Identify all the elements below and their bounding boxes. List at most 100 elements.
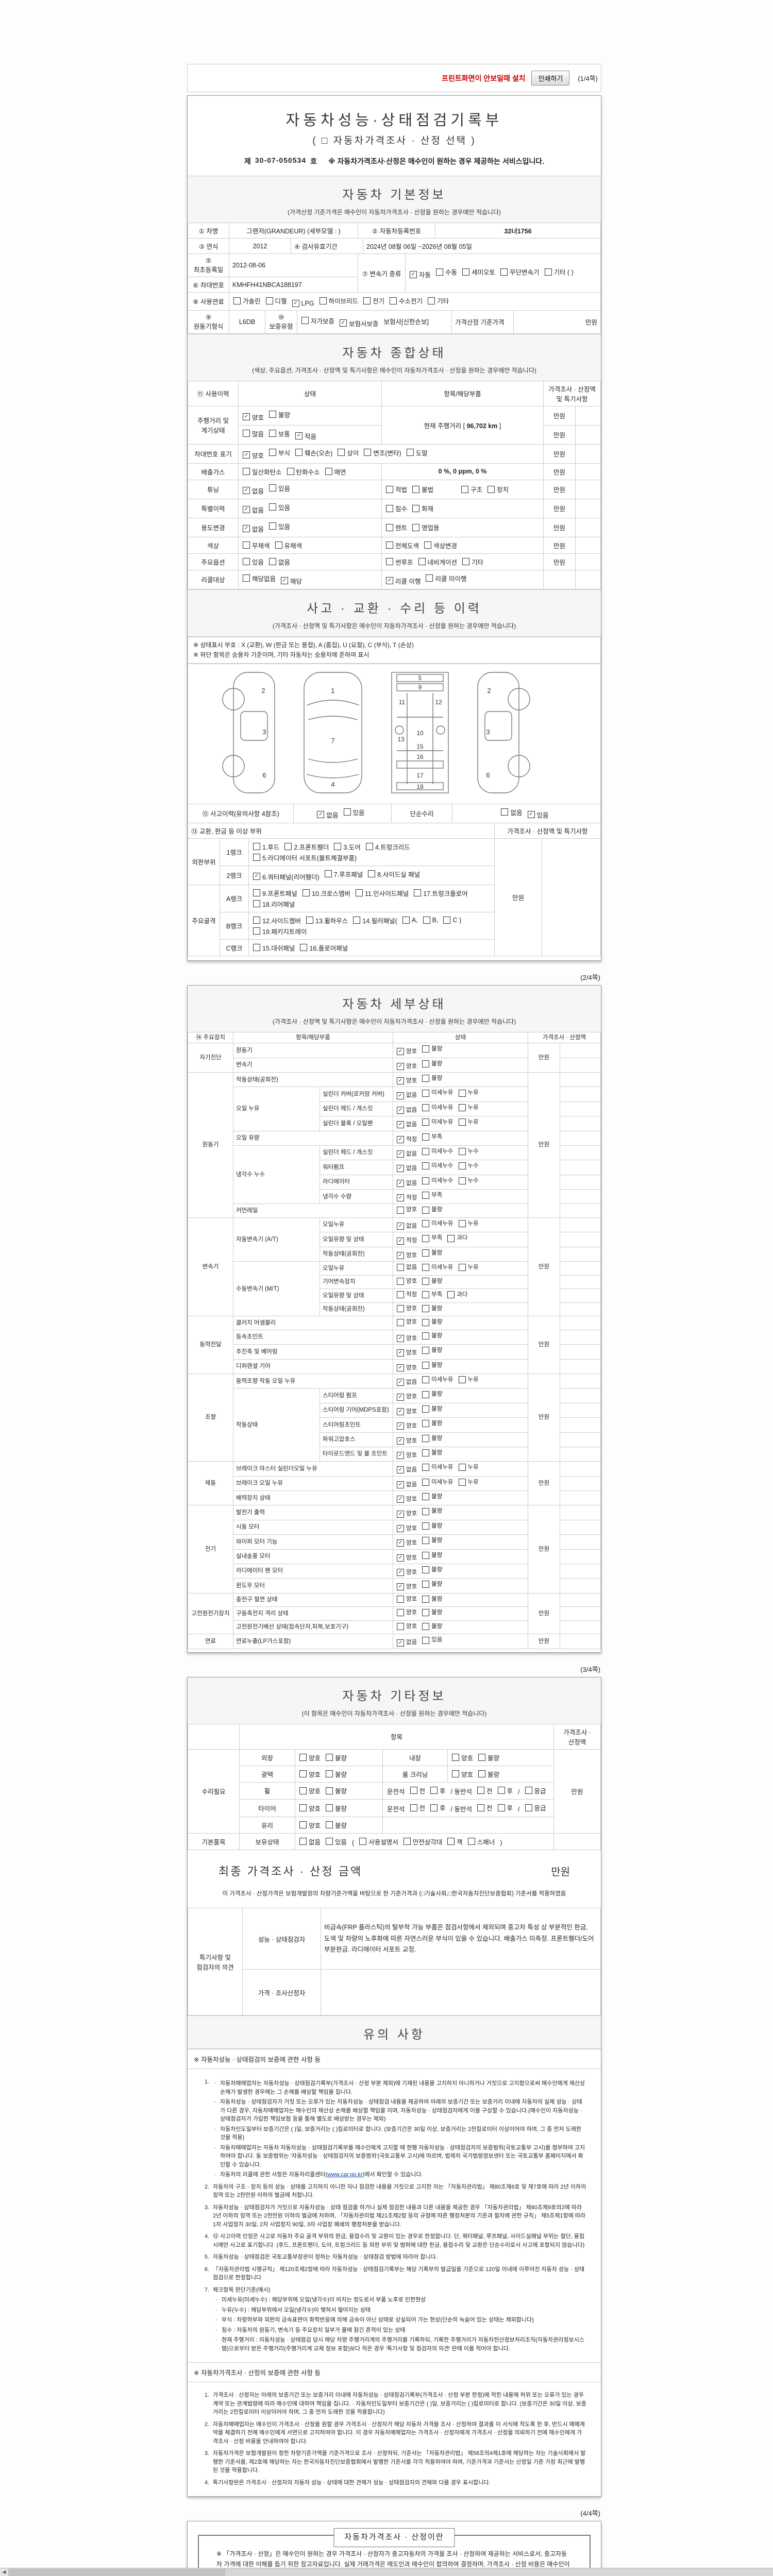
checkbox[interactable] xyxy=(386,558,393,565)
checkbox-option[interactable]: ✓ 양호 xyxy=(397,1048,417,1056)
checkbox-option[interactable]: 16.플로어패널 xyxy=(300,943,348,953)
checkbox[interactable]: ✓ xyxy=(397,1422,404,1430)
checkbox[interactable]: ✓ xyxy=(397,1106,404,1114)
checkbox[interactable] xyxy=(390,297,397,304)
checkbox[interactable]: ✓ xyxy=(397,1569,404,1577)
checkbox[interactable] xyxy=(428,297,435,304)
checkbox-option[interactable]: 3.도어 xyxy=(334,842,361,852)
checkbox[interactable] xyxy=(422,1434,430,1442)
checkbox[interactable]: ✓ xyxy=(397,1092,404,1099)
checkbox[interactable] xyxy=(412,504,420,512)
checkbox-option[interactable]: 미세누유 xyxy=(422,1089,453,1097)
checkbox-option[interactable]: ✓ 해당 xyxy=(281,576,302,586)
checkbox-option[interactable]: 불량 xyxy=(422,1507,442,1515)
checkbox-option[interactable]: 기타 xyxy=(428,296,449,306)
checkbox[interactable] xyxy=(458,1264,466,1272)
checkbox[interactable] xyxy=(422,1318,430,1326)
checkbox-option[interactable]: ✓ 없음 xyxy=(397,1379,417,1386)
checkbox-option[interactable]: 불량 xyxy=(478,1753,499,1762)
checkbox[interactable]: ✓ xyxy=(397,1335,404,1343)
checkbox[interactable] xyxy=(326,1754,333,1761)
checkbox[interactable] xyxy=(299,1754,307,1761)
checkbox[interactable] xyxy=(412,485,420,493)
checkbox-option[interactable]: 응급 xyxy=(525,1786,546,1795)
checkbox-option[interactable]: 양호 xyxy=(397,1277,417,1285)
checkbox[interactable] xyxy=(461,485,469,493)
checkbox-option[interactable]: 미세누유 xyxy=(422,1478,453,1486)
checkbox-option[interactable]: 무단변속기 xyxy=(500,267,540,277)
checkbox-option[interactable]: 부족 xyxy=(422,1234,442,1242)
horizontal-scrollbar[interactable]: ◀ xyxy=(0,2568,773,2576)
checkbox-option[interactable]: 18.리어패널 xyxy=(253,899,295,909)
checkbox[interactable] xyxy=(422,1551,430,1559)
checkbox-option[interactable]: 불량 xyxy=(422,1332,442,1340)
checkbox-option[interactable]: 불량 xyxy=(478,1769,499,1779)
checkbox-option[interactable]: 장치 xyxy=(488,484,509,494)
checkbox[interactable] xyxy=(458,1177,466,1184)
checkbox[interactable] xyxy=(355,889,363,897)
checkbox-option[interactable]: 양호 xyxy=(452,1753,473,1762)
checkbox-option[interactable]: 누유 xyxy=(458,1118,479,1126)
checkbox[interactable] xyxy=(243,574,250,582)
checkbox-option[interactable]: ✓ 없음 xyxy=(397,1639,417,1647)
checkbox-option[interactable]: 누수 xyxy=(458,1162,479,1170)
checkbox-option[interactable]: ✓ 적정 xyxy=(397,1237,417,1245)
checkbox[interactable]: ✓ xyxy=(397,1223,404,1230)
checkbox-option[interactable]: ✓ 리콜 이행 xyxy=(386,576,421,586)
checkbox[interactable] xyxy=(422,1581,430,1588)
checkbox[interactable]: ✓ xyxy=(397,1539,404,1547)
checkbox[interactable] xyxy=(397,1277,404,1285)
checkbox[interactable] xyxy=(422,1449,430,1457)
checkbox-option[interactable]: 불량 xyxy=(422,1537,442,1545)
checkbox-option[interactable]: 매연 xyxy=(325,467,346,477)
checkbox-option[interactable]: 유채색 xyxy=(275,540,302,550)
checkbox-option[interactable]: 11.인사이드패널 xyxy=(355,888,409,898)
checkbox-option[interactable]: 후 xyxy=(430,1803,446,1812)
checkbox-option[interactable]: 탄화수소 xyxy=(287,467,320,477)
checkbox-option[interactable]: 누유 xyxy=(458,1220,479,1228)
checkbox-option[interactable]: 10.크로스멤버 xyxy=(302,888,350,898)
checkbox[interactable] xyxy=(269,503,277,511)
checkbox-option[interactable]: 미세누유 xyxy=(422,1464,453,1471)
checkbox[interactable] xyxy=(525,1787,532,1794)
checkbox[interactable] xyxy=(397,1595,404,1603)
checkbox-option[interactable]: ✓ 없음 xyxy=(397,1092,417,1099)
checkbox[interactable] xyxy=(397,1264,404,1272)
checkbox-option[interactable]: 잭 xyxy=(447,1837,463,1846)
checkbox-option[interactable]: 불량 xyxy=(326,1803,347,1813)
checkbox[interactable] xyxy=(424,541,432,549)
checkbox[interactable] xyxy=(477,1787,484,1794)
checkbox-option[interactable]: 14.필러패널( xyxy=(353,916,397,925)
checkbox-option[interactable]: ✓ 적정 xyxy=(397,1136,417,1143)
checkbox-option[interactable]: ✓ 적음 xyxy=(295,431,316,441)
checkbox-option[interactable]: 네비게이션 xyxy=(418,557,457,567)
checkbox[interactable]: ✓ xyxy=(397,1393,404,1401)
checkbox-option[interactable]: 기타 ( ) xyxy=(544,267,574,277)
checkbox-option[interactable]: 15.대쉬패널 xyxy=(253,943,295,953)
checkbox[interactable] xyxy=(422,1075,430,1082)
checkbox[interactable] xyxy=(422,1264,430,1272)
checkbox-option[interactable]: 누수 xyxy=(458,1177,479,1184)
checkbox-option[interactable]: 미세누수 xyxy=(422,1177,453,1184)
checkbox-option[interactable]: 불량 xyxy=(326,1820,347,1830)
checkbox-option[interactable]: ✓ 없음 xyxy=(397,1481,417,1488)
checkbox[interactable] xyxy=(343,808,351,816)
checkbox-option[interactable]: ✓ 양호 xyxy=(397,1062,417,1070)
checkbox[interactable]: ✓ xyxy=(243,525,250,532)
checkbox-option[interactable]: ✓ 없음 xyxy=(397,1179,417,1187)
checkbox-option[interactable]: ✓ 양호 xyxy=(397,1422,417,1430)
checkbox[interactable] xyxy=(397,1304,404,1312)
checkbox-option[interactable]: 불량 xyxy=(422,1347,442,1354)
checkbox[interactable]: ✓ xyxy=(397,1121,404,1129)
checkbox-option[interactable]: ✓ 양호 xyxy=(397,1554,417,1562)
checkbox[interactable] xyxy=(458,1104,466,1111)
checkbox[interactable]: ✓ xyxy=(397,1583,404,1591)
checkbox-option[interactable]: ✓ 양호 xyxy=(397,1408,417,1415)
checkbox[interactable]: ✓ xyxy=(397,1481,404,1488)
checkbox-option[interactable]: 양호 xyxy=(299,1753,321,1762)
checkbox-option[interactable]: ✓ 없음 xyxy=(243,505,264,515)
checkbox[interactable] xyxy=(364,449,372,456)
checkbox[interactable] xyxy=(287,468,294,475)
checkbox-option[interactable]: 일산화탄소 xyxy=(243,467,282,477)
checkbox[interactable] xyxy=(458,1148,466,1156)
